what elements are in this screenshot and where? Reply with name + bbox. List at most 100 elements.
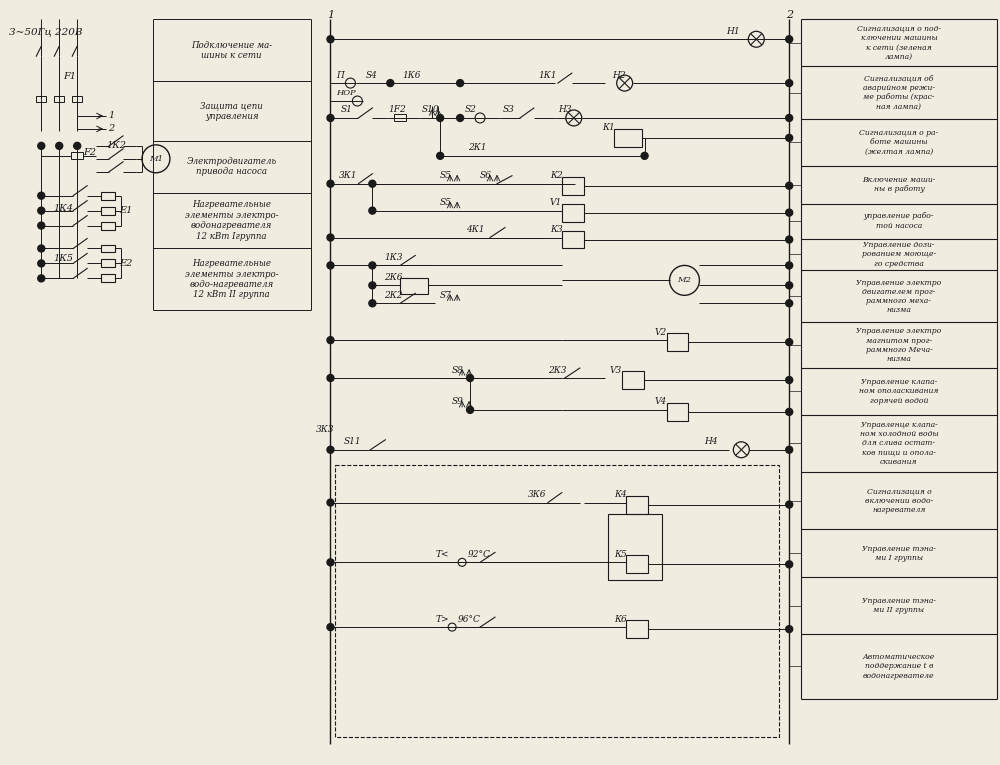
Text: Управленце клапа-
ном холодной воды
для слива остат-
ков пищи и опола-
скивания: Управленце клапа- ном холодной воды для … xyxy=(860,421,938,466)
Bar xyxy=(36,96,46,102)
Text: 1: 1 xyxy=(108,112,114,120)
Text: E1: E1 xyxy=(119,206,132,215)
Text: Сигнализация об
аварийном режи-
ме работы (крас-
ная лампа): Сигнализация об аварийном режи- ме работ… xyxy=(863,75,935,110)
Circle shape xyxy=(369,181,376,187)
Text: Управление электро
магнитом прог-
раммного Меча-
низма: Управление электро магнитом прог- раммно… xyxy=(856,327,942,363)
Circle shape xyxy=(437,152,444,159)
Circle shape xyxy=(369,282,376,289)
Circle shape xyxy=(786,115,793,122)
Text: S5: S5 xyxy=(440,171,452,181)
Circle shape xyxy=(327,375,334,382)
Text: T>: T> xyxy=(435,614,449,623)
Circle shape xyxy=(786,236,793,243)
Text: S1: S1 xyxy=(340,106,352,115)
Text: К5: К5 xyxy=(614,550,626,559)
Bar xyxy=(101,222,115,230)
Circle shape xyxy=(38,142,45,149)
Circle shape xyxy=(327,234,334,241)
Text: S11: S11 xyxy=(343,438,361,446)
Bar xyxy=(101,259,115,268)
Circle shape xyxy=(786,339,793,346)
Circle shape xyxy=(327,559,334,566)
Text: 2К1: 2К1 xyxy=(468,143,487,152)
Text: Включение маши-
ны в работу: Включение маши- ны в работу xyxy=(862,176,936,194)
Text: S6: S6 xyxy=(480,171,492,181)
Text: 2: 2 xyxy=(108,125,114,133)
Text: Н4: Н4 xyxy=(704,438,717,446)
Bar xyxy=(667,334,688,351)
Text: управление рабо-
той насоса: управление рабо- той насоса xyxy=(864,213,934,230)
Text: H2: H2 xyxy=(612,70,625,80)
Circle shape xyxy=(327,262,334,269)
Text: К1: К1 xyxy=(602,123,614,132)
Circle shape xyxy=(327,115,334,122)
Text: Подключение ма-
шины к сети: Подключение ма- шины к сети xyxy=(191,41,272,60)
Bar xyxy=(608,513,662,581)
Text: Управление клапа-
ном ополаскивания
горячей водой: Управление клапа- ном ополаскивания горя… xyxy=(859,378,939,405)
Text: V2: V2 xyxy=(655,327,667,337)
Text: К4: К4 xyxy=(614,490,626,499)
Bar xyxy=(400,278,428,295)
Text: К2: К2 xyxy=(550,171,563,181)
Text: Р: Р xyxy=(349,89,355,97)
Text: 2К3: 2К3 xyxy=(548,366,566,375)
Circle shape xyxy=(786,626,793,633)
Text: E2: E2 xyxy=(119,259,132,268)
Circle shape xyxy=(786,282,793,289)
Text: Сигнализация о
включении водо-
нагревателя: Сигнализация о включении водо- нагревате… xyxy=(865,487,933,514)
Bar xyxy=(71,152,83,159)
Circle shape xyxy=(56,142,63,149)
Text: 3К6: 3К6 xyxy=(528,490,546,499)
Text: 1F2: 1F2 xyxy=(388,106,406,115)
Text: S4: S4 xyxy=(365,70,377,80)
Text: 2: 2 xyxy=(786,11,793,21)
Circle shape xyxy=(457,115,464,122)
Bar xyxy=(667,403,688,421)
Text: Нагревательные
элементы электро-
водо-нагревателя
12 кВт II группа: Нагревательные элементы электро- водо-на… xyxy=(185,259,279,299)
Bar xyxy=(562,203,584,222)
Text: Автоматическое
поддержание t в
водонагревателе: Автоматическое поддержание t в водонагре… xyxy=(863,653,935,679)
Text: V4: V4 xyxy=(655,398,667,406)
Circle shape xyxy=(786,446,793,453)
Circle shape xyxy=(786,36,793,43)
Text: 3~50Гц 220В: 3~50Гц 220В xyxy=(9,27,83,36)
Text: S5: S5 xyxy=(440,198,452,207)
Text: S10: S10 xyxy=(422,106,440,115)
Circle shape xyxy=(38,192,45,199)
Circle shape xyxy=(38,222,45,229)
Circle shape xyxy=(786,182,793,189)
Text: S9: S9 xyxy=(452,398,464,406)
Circle shape xyxy=(369,262,376,269)
Text: НО: НО xyxy=(336,89,351,97)
Text: S2: S2 xyxy=(465,106,477,115)
Bar xyxy=(101,245,115,252)
Circle shape xyxy=(327,623,334,630)
Bar xyxy=(101,192,115,200)
Text: F1: F1 xyxy=(63,72,76,80)
Circle shape xyxy=(786,80,793,86)
Circle shape xyxy=(327,181,334,187)
Circle shape xyxy=(467,406,474,413)
Bar xyxy=(562,177,584,194)
Circle shape xyxy=(74,142,81,149)
Text: 3К3: 3К3 xyxy=(316,425,334,435)
Text: 1К6: 1К6 xyxy=(402,70,421,80)
Text: 92°C: 92°C xyxy=(468,550,491,559)
Circle shape xyxy=(786,501,793,508)
Bar xyxy=(394,115,406,122)
Text: V3: V3 xyxy=(610,366,622,375)
Bar xyxy=(622,371,644,389)
Circle shape xyxy=(38,275,45,282)
Circle shape xyxy=(38,245,45,252)
Circle shape xyxy=(327,337,334,343)
Circle shape xyxy=(437,115,444,122)
Circle shape xyxy=(786,262,793,269)
Text: F2: F2 xyxy=(83,148,96,158)
Bar xyxy=(72,96,82,102)
Bar xyxy=(614,129,642,147)
Circle shape xyxy=(786,300,793,307)
Text: 3К1: 3К1 xyxy=(338,171,357,181)
Circle shape xyxy=(38,207,45,214)
Text: П: П xyxy=(336,70,344,80)
Bar xyxy=(626,555,648,573)
